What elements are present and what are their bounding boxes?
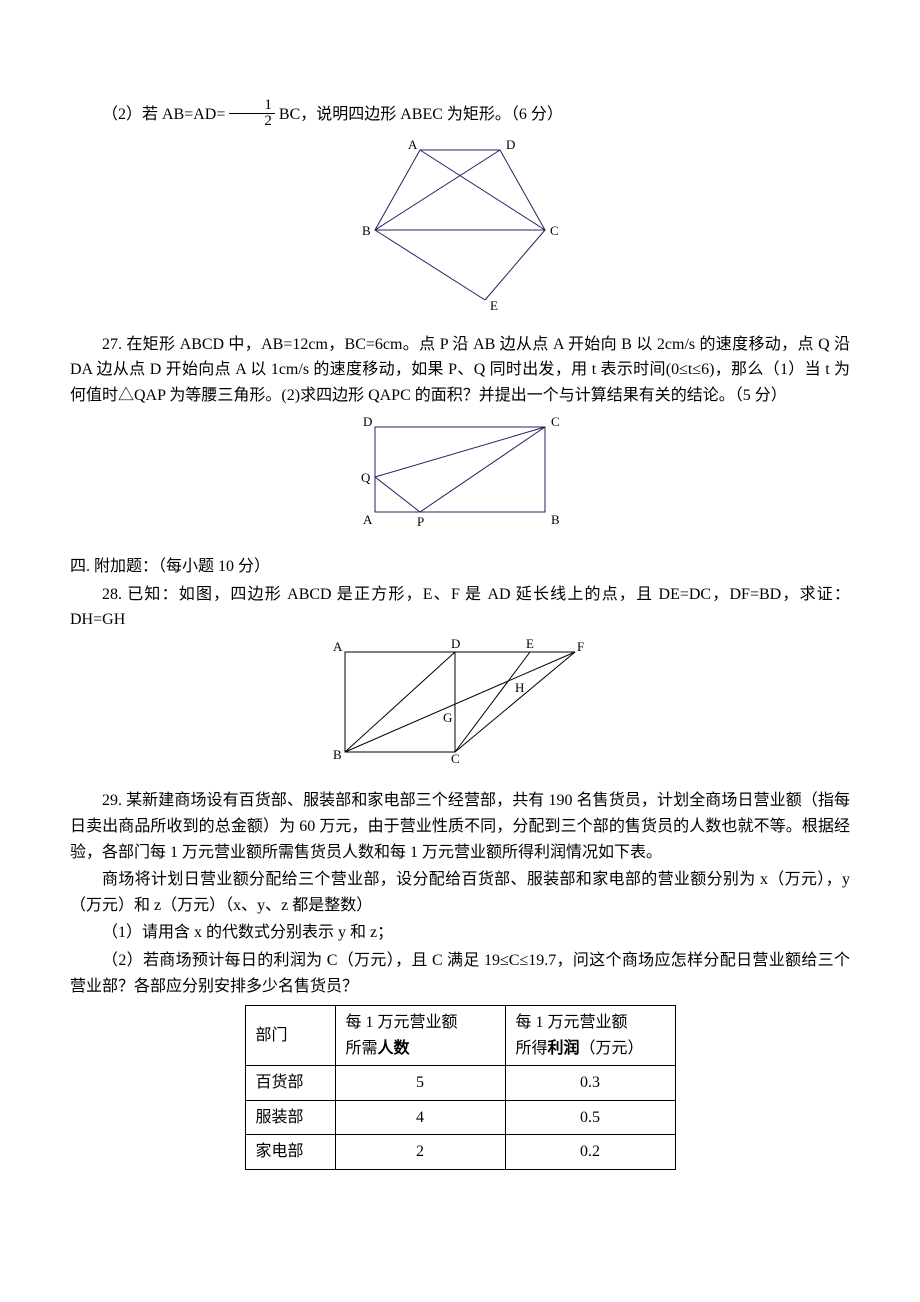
table-row: 百货部50.3 xyxy=(245,1066,675,1101)
svg-text:G: G xyxy=(443,710,452,725)
q27-figure: D C A B Q P xyxy=(70,412,850,546)
th-dept: 部门 xyxy=(245,1006,335,1066)
cell-people: 5 xyxy=(335,1066,505,1101)
q29-p3: （1）请用含 x 的代数式分别表示 y 和 z； xyxy=(70,920,850,946)
th-people-l2a: 所需 xyxy=(346,1040,378,1057)
section-4-title: 四. 附加题：（每小题 10 分） xyxy=(70,554,850,580)
cell-profit: 0.2 xyxy=(505,1135,675,1170)
svg-text:Q: Q xyxy=(361,470,371,485)
q29-p4: （2）若商场预计每日的利润为 C（万元），且 C 满足 19≤C≤19.7，问这… xyxy=(70,948,850,999)
svg-text:P: P xyxy=(417,514,424,529)
svg-text:D: D xyxy=(451,637,460,651)
q27-svg: D C A B Q P xyxy=(345,412,575,537)
table-row: 家电部20.2 xyxy=(245,1135,675,1170)
q26-fraction: 1 2 xyxy=(229,98,275,129)
cell-dept: 百货部 xyxy=(245,1066,335,1101)
svg-text:C: C xyxy=(551,414,560,429)
svg-text:C: C xyxy=(451,751,460,766)
q29-p1: 29. 某新建商场设有百货部、服装部和家电部三个经营部，共有 190 名售货员，… xyxy=(70,788,850,865)
th-profit: 每 1 万元营业额 所得利润（万元） xyxy=(505,1006,675,1066)
q28-text: 28. 已知：如图，四边形 ABCD 是正方形，E、F 是 AD 延长线上的点，… xyxy=(70,582,850,633)
svg-text:C: C xyxy=(550,223,559,238)
q26-part2-suffix: BC，说明四边形 ABEC 为矩形。（6 分） xyxy=(279,106,563,123)
svg-text:A: A xyxy=(408,137,418,152)
q26-figure: A D B C E xyxy=(70,135,850,324)
svg-text:B: B xyxy=(362,223,371,238)
q29-table: 部门 每 1 万元营业额 所需人数 每 1 万元营业额 所得利润（万元） 百货部… xyxy=(245,1005,676,1170)
svg-text:E: E xyxy=(490,298,498,313)
th-people-l2b: 人数 xyxy=(378,1040,410,1057)
th-profit-l2b: 利润 xyxy=(548,1040,580,1057)
cell-people: 4 xyxy=(335,1100,505,1135)
q26-frac-den: 2 xyxy=(229,114,275,129)
th-profit-l2a: 所得 xyxy=(516,1040,548,1057)
table-row: 服装部40.5 xyxy=(245,1100,675,1135)
svg-text:D: D xyxy=(363,414,372,429)
q28-figure: A D E F B C G H xyxy=(70,637,850,781)
svg-text:A: A xyxy=(363,512,373,527)
th-profit-l1: 每 1 万元营业额 xyxy=(516,1014,628,1031)
table-header-row: 部门 每 1 万元营业额 所需人数 每 1 万元营业额 所得利润（万元） xyxy=(245,1006,675,1066)
cell-profit: 0.5 xyxy=(505,1100,675,1135)
cell-people: 2 xyxy=(335,1135,505,1170)
th-people: 每 1 万元营业额 所需人数 xyxy=(335,1006,505,1066)
svg-text:H: H xyxy=(515,680,524,695)
cell-dept: 服装部 xyxy=(245,1100,335,1135)
q27-text: 27. 在矩形 ABCD 中，AB=12cm，BC=6cm。点 P 沿 AB 边… xyxy=(70,332,850,409)
th-people-l1: 每 1 万元营业额 xyxy=(346,1014,458,1031)
q26-part2: （2）若 AB=AD= 1 2 BC，说明四边形 ABEC 为矩形。（6 分） xyxy=(70,100,850,131)
q26-part2-prefix: （2）若 AB=AD= xyxy=(102,106,229,123)
svg-text:D: D xyxy=(506,137,515,152)
svg-text:A: A xyxy=(333,639,343,654)
svg-text:E: E xyxy=(526,637,534,651)
q28-svg: A D E F B C G H xyxy=(325,637,595,772)
q26-frac-num: 1 xyxy=(229,98,275,114)
q26-svg: A D B C E xyxy=(350,135,570,315)
th-profit-l2c: （万元） xyxy=(580,1040,644,1057)
svg-text:F: F xyxy=(577,639,584,654)
q29-p2: 商场将计划日营业额分配给三个营业部，设分配给百货部、服装部和家电部的营业额分别为… xyxy=(70,867,850,918)
svg-text:B: B xyxy=(333,747,342,762)
svg-text:B: B xyxy=(551,512,560,527)
cell-profit: 0.3 xyxy=(505,1066,675,1101)
cell-dept: 家电部 xyxy=(245,1135,335,1170)
